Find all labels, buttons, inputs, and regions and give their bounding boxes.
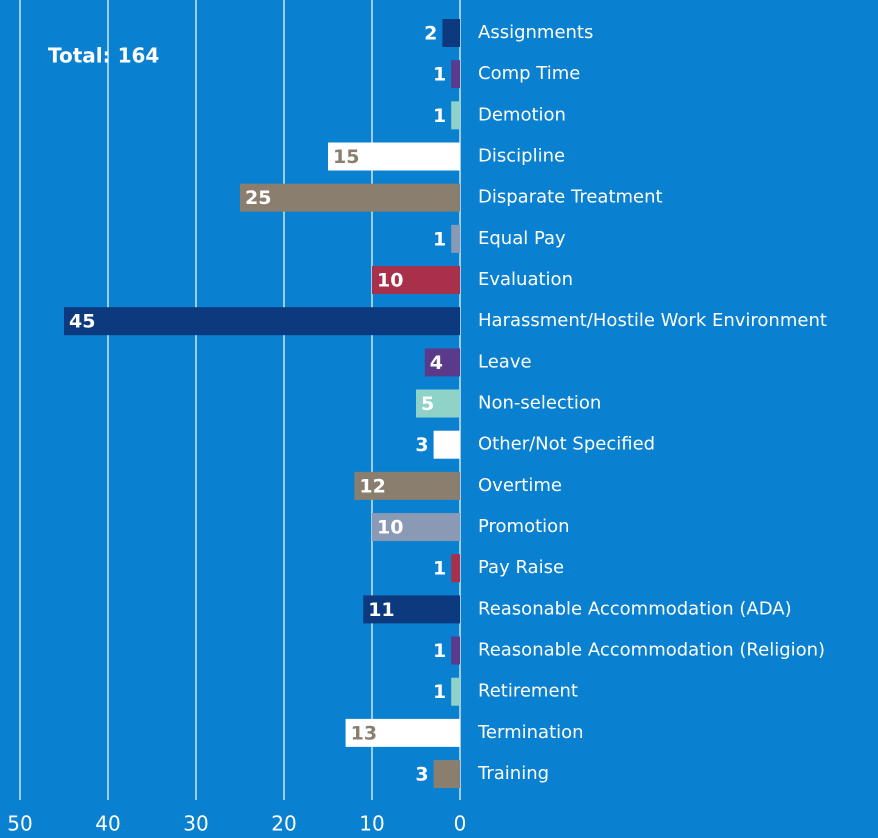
category-label: Discipline [478, 146, 565, 167]
value-label: 1 [433, 558, 446, 580]
x-tick-label: 30 [183, 812, 208, 836]
bar [328, 142, 460, 171]
category-label: Harassment/Hostile Work Environment [478, 310, 827, 331]
bar [372, 266, 460, 295]
category-label: Retirement [478, 681, 578, 702]
bar [433, 430, 460, 459]
value-label: 1 [433, 64, 446, 86]
bar [345, 718, 460, 747]
bar [64, 307, 460, 336]
value-label: 1 [433, 681, 446, 703]
value-label: 11 [368, 599, 394, 621]
value-label: 2 [424, 23, 437, 45]
category-label: Evaluation [478, 269, 573, 290]
value-label: 45 [69, 311, 95, 333]
bar [451, 224, 460, 253]
category-label: Demotion [478, 104, 566, 125]
value-label: 13 [351, 722, 377, 744]
bar [354, 471, 460, 500]
bar [451, 677, 460, 706]
category-label: Termination [477, 722, 584, 743]
x-tick-label: 10 [359, 812, 384, 836]
bar [451, 101, 460, 130]
category-label: Non-selection [478, 393, 601, 414]
value-label: 10 [377, 517, 403, 539]
value-label: 5 [421, 393, 434, 415]
category-label: Reasonable Accommodation (ADA) [478, 598, 792, 619]
bar [433, 760, 460, 789]
value-label: 3 [415, 764, 428, 786]
x-tick-label: 20 [271, 812, 296, 836]
category-label: Leave [478, 351, 532, 372]
category-label: Equal Pay [478, 228, 566, 249]
x-tick-label: 50 [7, 812, 32, 836]
x-tick-label: 0 [454, 812, 467, 836]
bar [442, 19, 460, 47]
category-label: Promotion [478, 516, 570, 537]
category-label: Reasonable Accommodation (Religion) [478, 640, 825, 661]
value-label: 10 [377, 270, 403, 292]
value-label: 25 [245, 187, 271, 209]
value-label: 1 [433, 228, 446, 250]
value-label: 1 [433, 640, 446, 662]
category-label: Comp Time [478, 63, 580, 84]
bar [240, 183, 460, 212]
bar [451, 60, 460, 89]
bar [451, 636, 460, 665]
category-label: Other/Not Specified [478, 434, 655, 455]
category-label: Assignments [478, 22, 593, 43]
x-tick-label: 40 [95, 812, 120, 836]
bar [372, 513, 460, 542]
category-label: Training [477, 763, 549, 784]
bar [416, 389, 460, 418]
value-label: 4 [430, 352, 443, 374]
value-label: 15 [333, 146, 359, 168]
value-label: 1 [433, 105, 446, 127]
value-label: 3 [415, 434, 428, 456]
bar [363, 595, 460, 624]
value-label: 12 [359, 475, 385, 497]
category-label: Disparate Treatment [478, 187, 663, 208]
total-annotation: Total: 164 [48, 44, 159, 68]
category-label: Overtime [478, 475, 562, 496]
category-label: Pay Raise [478, 557, 564, 578]
bar [451, 554, 460, 583]
bar [424, 348, 460, 377]
